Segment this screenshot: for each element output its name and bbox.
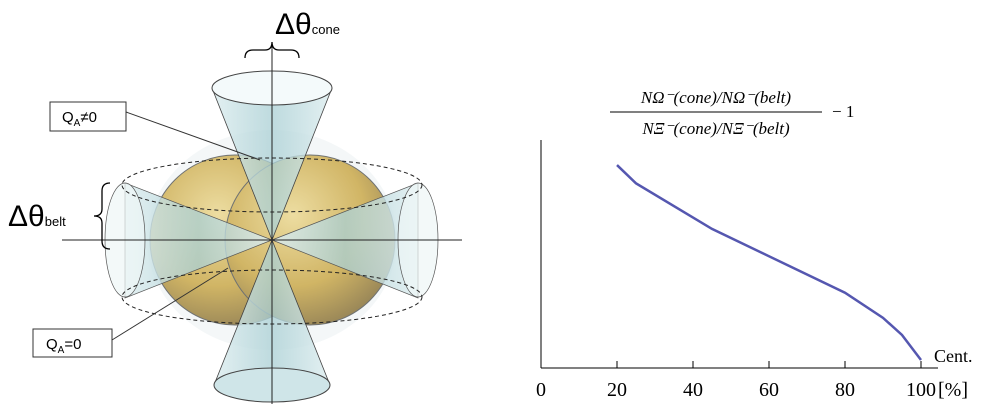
x-tick-label: 100 xyxy=(906,379,936,401)
belt-label: Δθbelt xyxy=(8,200,66,233)
x-tick-label: 20 xyxy=(607,379,627,401)
cone-label: Δθcone xyxy=(275,8,340,41)
figure: Δθcone Δθbelt QA≠0 QA=0 NΩ⁻(cone)/NΩ⁻(be… xyxy=(0,0,989,404)
symbol: Q xyxy=(46,336,58,353)
symbol: Δθ xyxy=(275,8,312,41)
symbol: Q xyxy=(62,109,74,126)
x-tick-label: 80 xyxy=(835,379,855,401)
title-denominator: NΞ⁻(cone)/NΞ⁻(belt) xyxy=(641,119,790,138)
x-unit: [%] xyxy=(938,379,968,401)
title-numerator: NΩ⁻(cone)/NΩ⁻(belt) xyxy=(640,88,792,107)
title-suffix: − 1 xyxy=(832,102,854,121)
x-label: Cent. xyxy=(934,346,973,366)
x-tick-label: 0 xyxy=(536,379,546,401)
x-tick-label: 60 xyxy=(759,379,779,401)
symbol: Δθ xyxy=(8,200,45,233)
relation: =0 xyxy=(64,336,81,353)
diagram: Δθcone Δθbelt QA≠0 QA=0 xyxy=(8,8,462,404)
data-line xyxy=(617,165,921,360)
relation: ≠0 xyxy=(80,109,97,126)
subscript: cone xyxy=(312,22,340,37)
x-tick-label: 40 xyxy=(683,379,703,401)
subscript: belt xyxy=(45,214,66,229)
chart: NΩ⁻(cone)/NΩ⁻(belt) NΞ⁻(cone)/NΞ⁻(belt) … xyxy=(536,88,973,401)
